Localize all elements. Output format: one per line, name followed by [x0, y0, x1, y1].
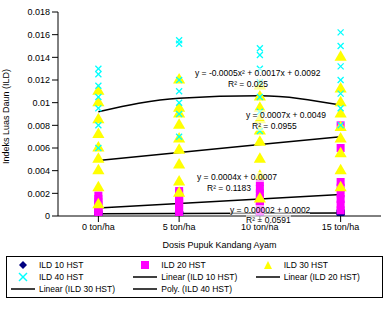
svg-text:Dosis Pupuk Kandang Ayam: Dosis Pupuk Kandang Ayam: [163, 240, 277, 250]
svg-text:5 ton/ha: 5 ton/ha: [163, 222, 196, 232]
svg-text:0.01: 0.01: [32, 98, 50, 108]
svg-text:0.008: 0.008: [27, 121, 50, 131]
html-text:ILD 20 HST: ILD 20 HST: [161, 260, 206, 270]
svg-text:0.016: 0.016: [27, 30, 50, 40]
svg-text:0.002: 0.002: [27, 189, 50, 199]
html-text:y = 0.0004x + 0.0007: y = 0.0004x + 0.0007: [197, 172, 277, 182]
svg-text:10 ton/ha: 10 ton/ha: [241, 222, 279, 233]
html-text:y = -0.0005x² + 0.0017x + 0.00: y = -0.0005x² + 0.0017x + 0.0092: [195, 68, 321, 78]
html-text:R² = 0.025: R² = 0.025: [228, 79, 268, 89]
svg-text:0.004: 0.004: [27, 166, 50, 176]
html-text:ILD 30 HST: ILD 30 HST: [283, 260, 329, 270]
html-text:Linear (ILD 20 HST): Linear (ILD 20 HST): [283, 272, 360, 282]
html-text:R² = 0.0955: R² = 0.0955: [252, 121, 297, 131]
html-text:Poly. (ILD 40 HST): Poly. (ILD 40 HST): [161, 284, 232, 294]
svg-text:0.014: 0.014: [27, 53, 50, 63]
svg-text:0 ton/ha: 0 ton/ha: [82, 222, 115, 232]
svg-text:15 ton/ha: 15 ton/ha: [322, 222, 360, 232]
svg-text:0.012: 0.012: [27, 75, 50, 85]
html-text:ILD 10 HST: ILD 10 HST: [39, 260, 84, 270]
html-text:ILD 40 HST: ILD 40 HST: [39, 272, 84, 282]
html-text:R² = 0.0591: R² = 0.0591: [246, 215, 291, 225]
html-text:R² = 0.1183: R² = 0.1183: [207, 183, 251, 193]
svg-text:0.006: 0.006: [27, 143, 50, 153]
html-text:y = 0.0007x + 0.0049: y = 0.0007x + 0.0049: [246, 110, 326, 120]
html-text:Linear (ILD 10 HST): Linear (ILD 10 HST): [161, 272, 238, 282]
svg-text:0.018: 0.018: [27, 7, 50, 17]
html-text:y = 0.00002 + 0.0002: y = 0.00002 + 0.0002: [230, 205, 311, 215]
html-text:Linear (ILD 30 HST): Linear (ILD 30 HST): [39, 284, 116, 294]
svg-text:Indeks Luas Daun (ILD): Indeks Luas Daun (ILD): [8, 69, 11, 164]
svg-text:0: 0: [45, 211, 50, 221]
